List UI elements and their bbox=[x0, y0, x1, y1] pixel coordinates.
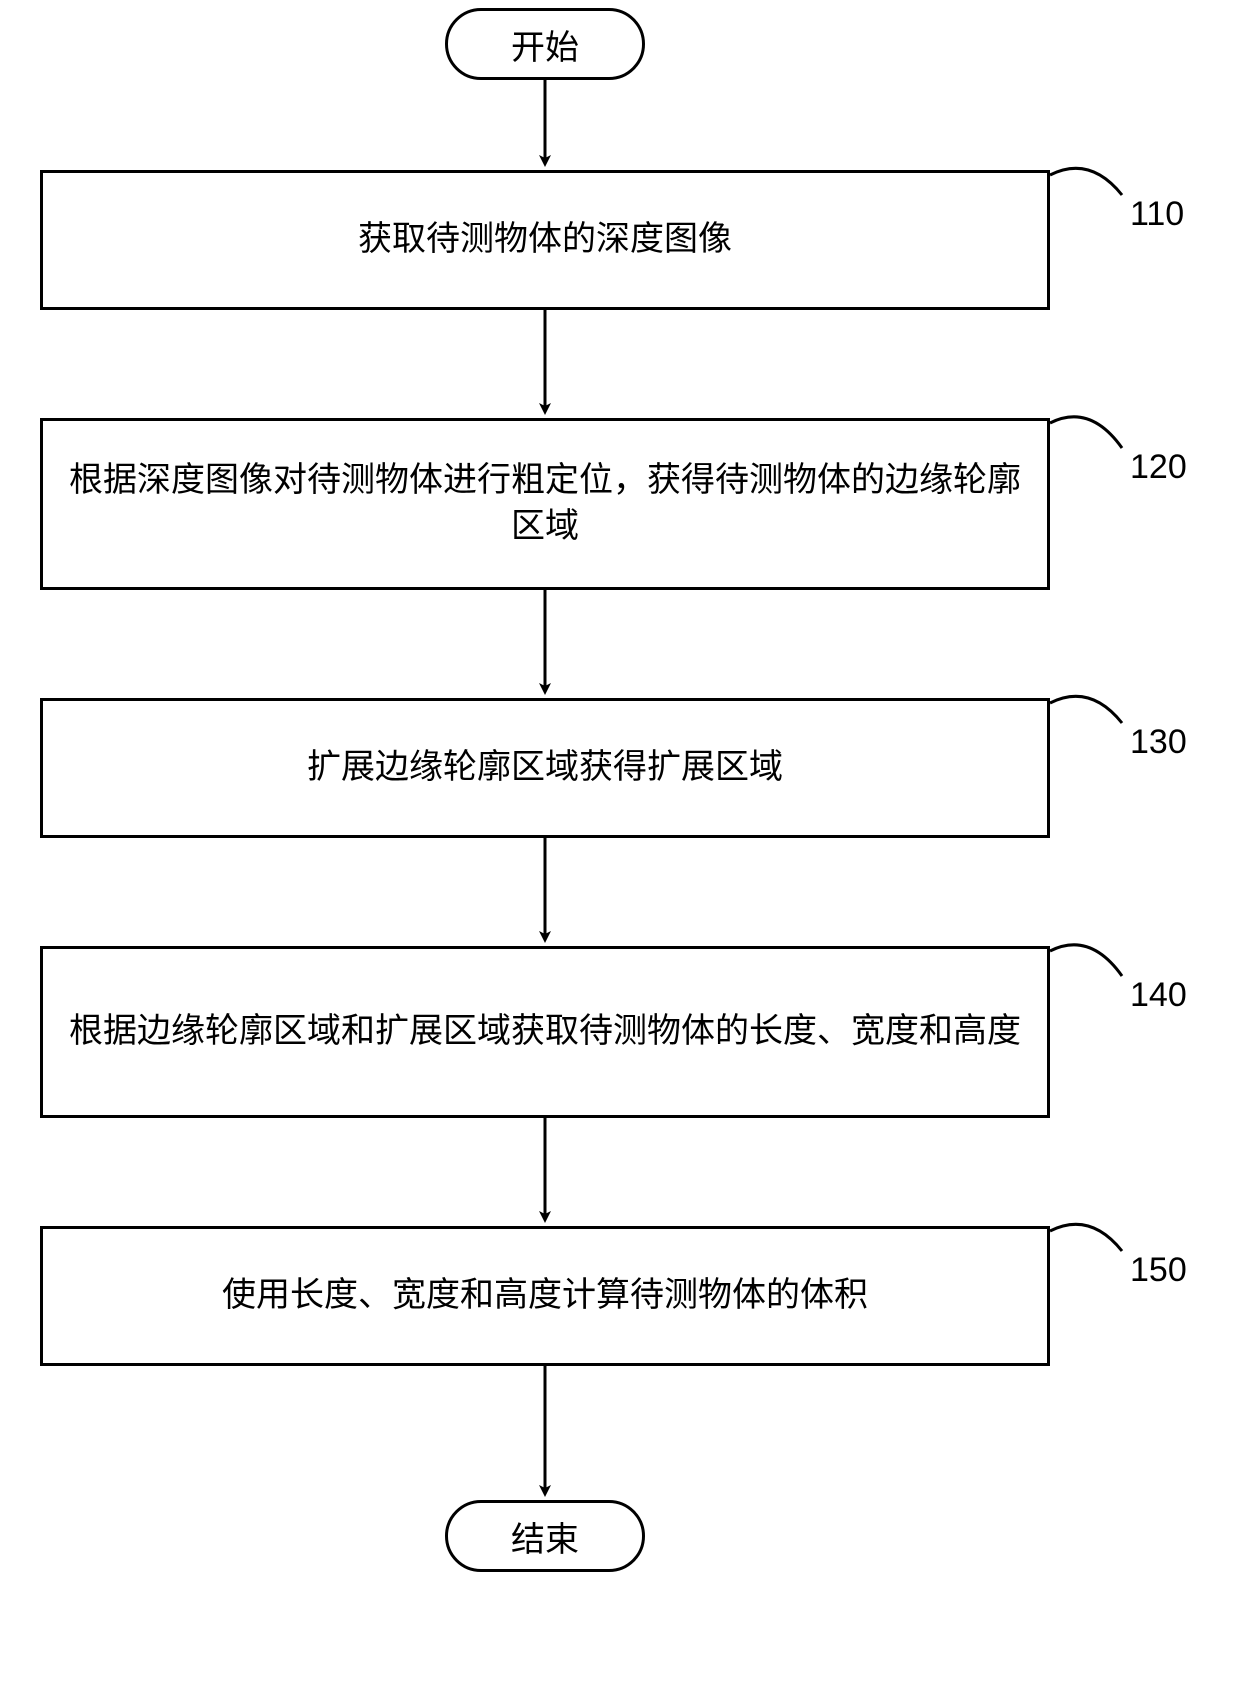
flow-leader-lines bbox=[1050, 168, 1122, 1251]
flowchart-svg bbox=[0, 0, 1240, 1691]
